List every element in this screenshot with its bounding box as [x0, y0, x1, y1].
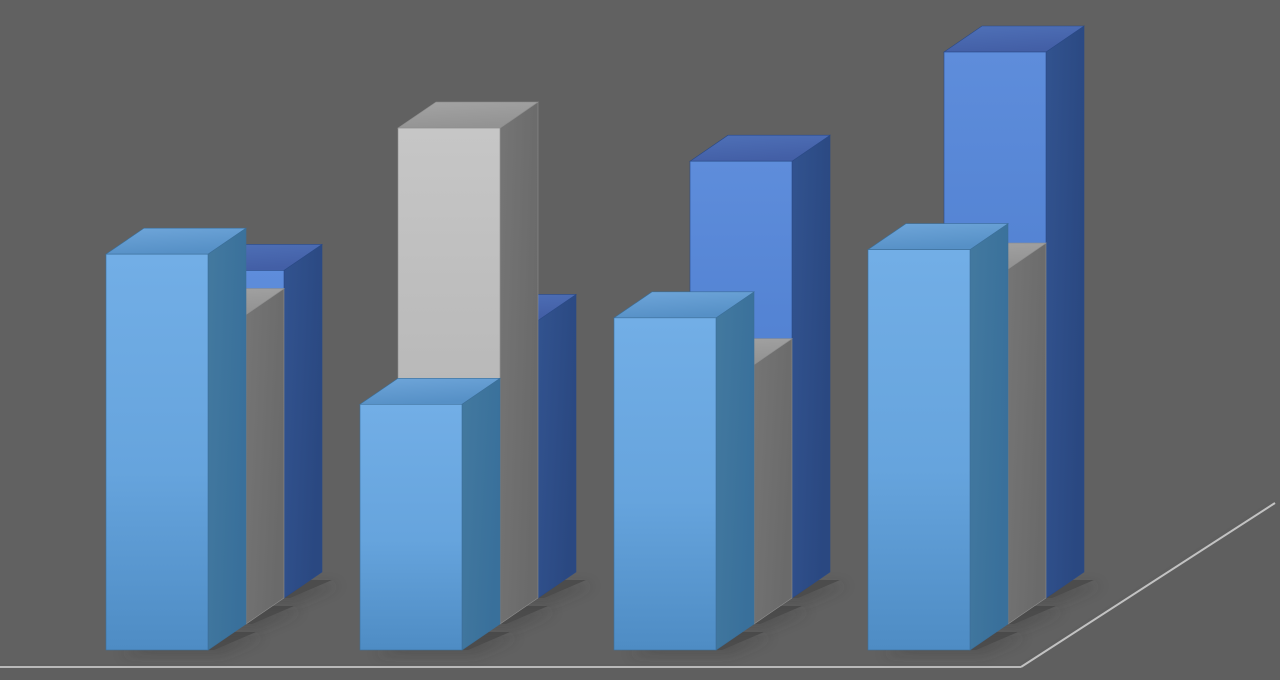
bar-3d[interactable] [867, 223, 1018, 651]
bar-3d[interactable] [613, 291, 764, 651]
bar-front-face[interactable] [359, 403, 463, 651]
bar-side-face [1007, 242, 1047, 625]
bar-3d[interactable] [359, 377, 510, 651]
bar-side-face [499, 101, 539, 625]
bar-side-face [1045, 25, 1085, 599]
bar-side-face [753, 338, 793, 625]
bar-3d[interactable] [105, 227, 256, 651]
bar-side-face [969, 223, 1009, 651]
bar-side-face [461, 377, 501, 651]
bar-side-face [715, 291, 755, 651]
bar-side-face [245, 288, 285, 625]
bar-side-face [537, 293, 577, 599]
chart-floor [0, 500, 1280, 680]
bar-front-face[interactable] [105, 253, 209, 651]
bar-front-face[interactable] [867, 249, 971, 651]
bar-front-face[interactable] [613, 317, 717, 651]
bar-side-face [283, 243, 323, 599]
floor-right-edge [1020, 502, 1276, 668]
bar-side-face [791, 134, 831, 599]
bar-side-face [207, 227, 247, 651]
bar-group-layer [105, 25, 1094, 651]
